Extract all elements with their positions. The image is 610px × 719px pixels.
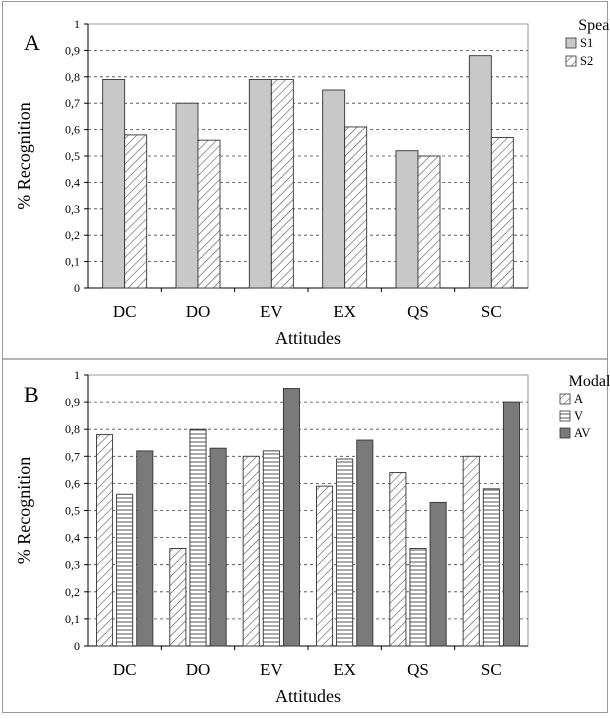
x-axis-label: Attitudes — [275, 686, 341, 706]
bar-qs-s2 — [417, 155, 441, 289]
bar-dc-s2 — [124, 134, 148, 289]
bar-ev-s2 — [270, 78, 294, 289]
legend-label-v: V — [574, 409, 583, 423]
y-axis-label: % Recognition — [14, 457, 34, 564]
y-tick-label: 0,6 — [65, 476, 80, 490]
chart-panel-a: 0 0,1 0,2 0,3 0,4 0,5 0,6 0,7 0,8 0,9 1 DC DO EV EX QS S… — [14, 17, 610, 348]
legend-swatch-s1 — [565, 37, 577, 49]
bar-ex-v — [336, 458, 354, 647]
legend: Modality AV AV — [559, 373, 610, 440]
y-tick-label: 0,9 — [65, 43, 80, 57]
chart-panel-b: 0 0,1 0,2 0,3 0,4 0,5 0,6 0,7 0,8 0,9 1 DC DO EV EX QS S… — [14, 368, 610, 706]
legend-label-s1: S1 — [580, 36, 593, 50]
y-tick-label: 0,9 — [65, 395, 80, 409]
x-axis-label: Attitudes — [275, 328, 341, 348]
x-tick-label: EX — [333, 302, 356, 321]
bar-dc-s1 — [102, 78, 126, 289]
bar-sc-av — [502, 401, 520, 647]
y-tick-label: 0 — [74, 281, 80, 295]
bar-qs-v — [409, 547, 427, 647]
x-tick-label: QS — [407, 660, 429, 679]
y-tick-label: 0,5 — [65, 149, 80, 163]
x-tick-label: DC — [113, 660, 137, 679]
y-tick-label: 0,7 — [65, 449, 80, 463]
bar-qs-s1 — [395, 150, 419, 289]
y-tick-label: 1 — [74, 368, 80, 382]
bar-sc-s1 — [468, 55, 492, 289]
y-tick-label: 0,2 — [65, 585, 80, 599]
bar-ex-av — [356, 439, 374, 647]
bar-do-s1 — [175, 102, 199, 289]
legend-title: Modality — [569, 373, 610, 390]
bar-ev-v — [262, 450, 280, 647]
bar-dc-av — [136, 450, 154, 647]
bar-sc-s2 — [490, 137, 514, 289]
bar-dc-a — [96, 434, 114, 647]
y-tick-label: 0,6 — [65, 123, 80, 137]
y-axis-label: % Recognition — [14, 102, 34, 209]
y-tick-label: 0,8 — [65, 422, 80, 436]
x-tick-label: DO — [186, 660, 211, 679]
y-tick-label: 1 — [74, 17, 80, 31]
legend-label-a: A — [574, 392, 583, 406]
bar-qs-a — [389, 472, 407, 647]
y-tick-label: 0 — [74, 639, 80, 653]
bar-dc-v — [116, 493, 134, 647]
legend-swatch-v — [559, 410, 571, 422]
y-tick-label: 0,4 — [65, 175, 80, 189]
y-tick-label: 0,2 — [65, 228, 80, 242]
x-tick-label: DO — [186, 302, 211, 321]
x-tick-label: EV — [260, 660, 283, 679]
bar-ex-s2 — [344, 126, 368, 289]
panel-label: B — [24, 382, 39, 407]
y-tick-label: 0,3 — [65, 558, 80, 572]
y-tick-label: 0,3 — [65, 202, 80, 216]
bar-ev-av — [282, 388, 300, 647]
legend-title: Speaker — [578, 17, 610, 34]
legend-label-s2: S2 — [580, 54, 593, 68]
legend-swatch-s2 — [565, 55, 577, 67]
panel-label: A — [24, 30, 40, 55]
bar-ev-a — [242, 455, 260, 647]
y-tick-label: 0,1 — [65, 612, 80, 626]
x-tick-label: EV — [260, 302, 283, 321]
bar-qs-av — [429, 501, 447, 647]
y-tick-label: 0,4 — [65, 531, 80, 545]
y-tick-label: 0,7 — [65, 96, 80, 110]
bar-sc-v — [482, 488, 500, 647]
bar-do-av — [209, 447, 227, 647]
legend-swatch-a — [559, 393, 571, 405]
y-tick-label: 0,5 — [65, 504, 80, 518]
bar-sc-a — [462, 455, 480, 647]
bar-ev-s1 — [248, 78, 272, 289]
legend: Speaker S1 S2 — [565, 17, 610, 68]
bar-do-a — [169, 547, 187, 647]
legend-swatch-av — [559, 427, 571, 439]
legend-label-av: AV — [574, 426, 590, 440]
bar-do-v — [189, 428, 207, 647]
x-tick-label: SC — [481, 660, 502, 679]
bar-do-s2 — [197, 139, 221, 289]
x-tick-label: EX — [333, 660, 356, 679]
x-tick-label: SC — [481, 302, 502, 321]
x-tick-label: QS — [407, 302, 429, 321]
y-tick-label: 0,1 — [65, 255, 80, 269]
bar-ex-a — [316, 485, 334, 647]
x-tick-label: DC — [113, 302, 137, 321]
y-tick-label: 0,8 — [65, 70, 80, 84]
bar-ex-s1 — [322, 89, 346, 289]
